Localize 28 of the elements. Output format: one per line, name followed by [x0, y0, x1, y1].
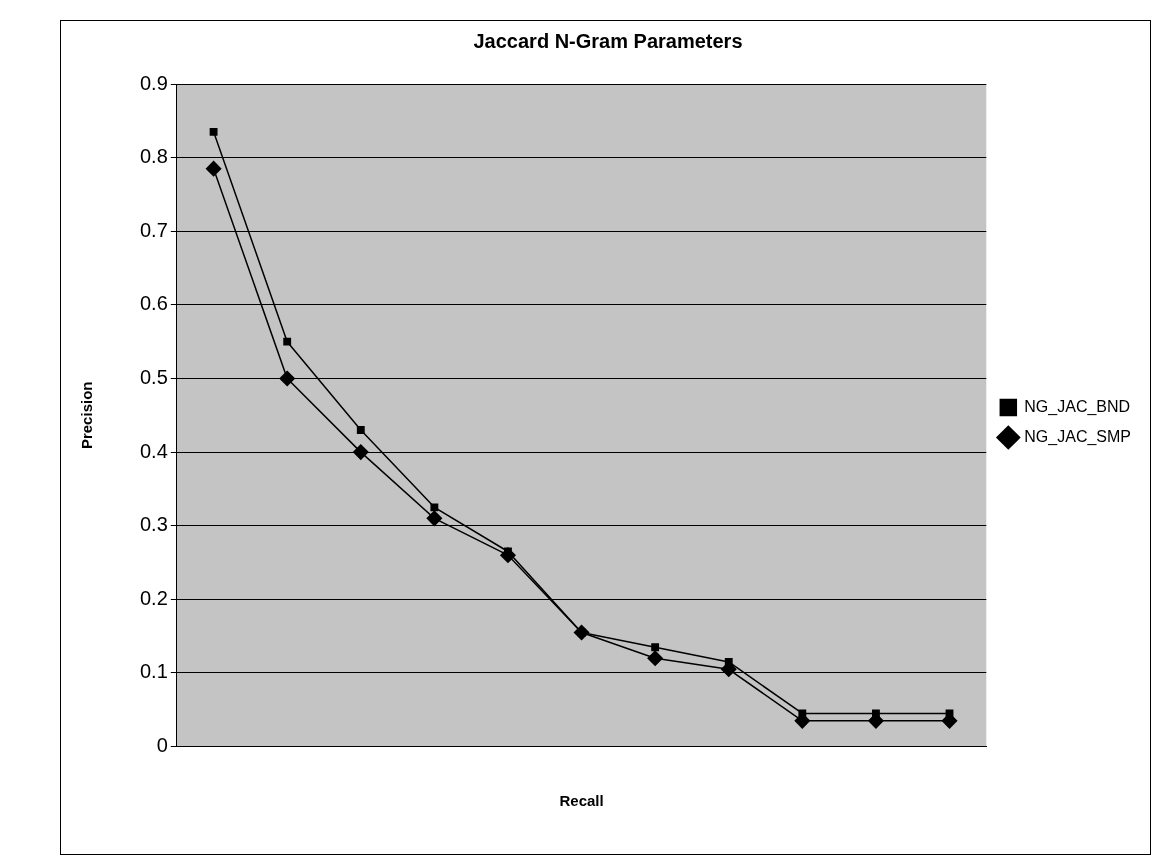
- point: [209, 127, 218, 136]
- y-tick-label: 0.4: [139, 439, 168, 462]
- point: [647, 650, 663, 666]
- y-tick-label: 0.7: [139, 218, 168, 241]
- legend-label: NG_JAC_SMP: [1024, 427, 1132, 446]
- point: [871, 709, 880, 718]
- point: [205, 160, 222, 177]
- point: [798, 709, 807, 718]
- chart-title: Jaccard N-Gram Parameters: [473, 29, 743, 52]
- y-tick-label: 0.8: [139, 145, 168, 168]
- y-tick-label: 0: [156, 734, 168, 757]
- y-tick-label: 0.2: [139, 586, 168, 609]
- point: [279, 370, 295, 387]
- y-tick-label: 0.9: [139, 71, 168, 94]
- point: [283, 337, 292, 346]
- point: [353, 444, 369, 460]
- point: [651, 643, 660, 652]
- x-axis-title: Recall: [559, 792, 604, 810]
- y-tick-label: 0.6: [139, 292, 168, 315]
- point: [430, 503, 439, 512]
- point: [356, 426, 365, 434]
- point: [426, 510, 443, 527]
- point: [724, 658, 733, 666]
- y-tick-label: 0.1: [139, 660, 168, 683]
- y-tick-label: 0.5: [139, 366, 168, 388]
- y-axis-title: Precision: [78, 381, 96, 450]
- legend-label: NG_JAC_BND: [1024, 397, 1131, 416]
- y-tick-label: 0.3: [139, 513, 168, 536]
